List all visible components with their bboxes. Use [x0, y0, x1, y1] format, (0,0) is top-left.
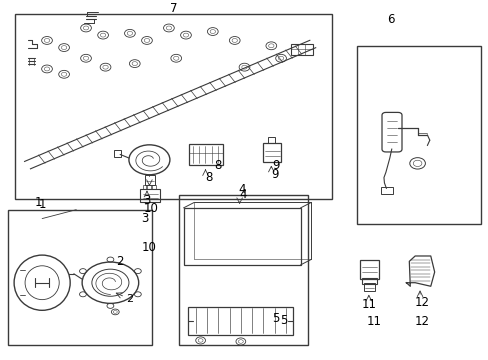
Text: 4: 4	[239, 188, 247, 201]
Bar	[359, 260, 378, 279]
Text: 5: 5	[279, 314, 286, 327]
Text: 2: 2	[116, 255, 123, 268]
Text: 2: 2	[126, 294, 133, 304]
Text: 6: 6	[386, 13, 394, 26]
Text: 1: 1	[39, 198, 46, 211]
Text: 9: 9	[272, 159, 279, 172]
Bar	[178, 195, 307, 345]
Bar	[189, 144, 222, 165]
Text: 12: 12	[414, 315, 429, 328]
Text: 8: 8	[214, 159, 221, 172]
Bar	[290, 44, 312, 55]
Bar	[142, 185, 146, 189]
Text: 5: 5	[272, 312, 279, 325]
Bar	[140, 189, 160, 202]
Text: 3: 3	[141, 212, 148, 225]
Bar	[262, 143, 281, 162]
Text: 9: 9	[271, 168, 278, 181]
Bar	[380, 187, 392, 194]
Text: 7: 7	[170, 2, 177, 15]
Bar	[356, 46, 480, 224]
Bar	[15, 14, 331, 199]
Text: 4: 4	[238, 183, 245, 195]
Text: 10: 10	[143, 202, 158, 215]
Bar	[152, 185, 156, 189]
Bar	[363, 283, 374, 291]
Text: 12: 12	[414, 296, 429, 309]
Text: 8: 8	[205, 171, 213, 184]
Bar	[8, 210, 152, 345]
Text: 1: 1	[35, 196, 42, 209]
Bar	[114, 150, 121, 157]
Bar	[361, 278, 376, 284]
Text: 10: 10	[142, 240, 157, 253]
Text: 11: 11	[366, 315, 381, 328]
Bar	[144, 175, 155, 185]
Text: 11: 11	[361, 298, 376, 311]
Bar	[183, 208, 300, 265]
Bar	[268, 138, 275, 143]
Bar	[188, 307, 293, 335]
Text: 3: 3	[143, 194, 150, 207]
Bar	[147, 185, 151, 189]
